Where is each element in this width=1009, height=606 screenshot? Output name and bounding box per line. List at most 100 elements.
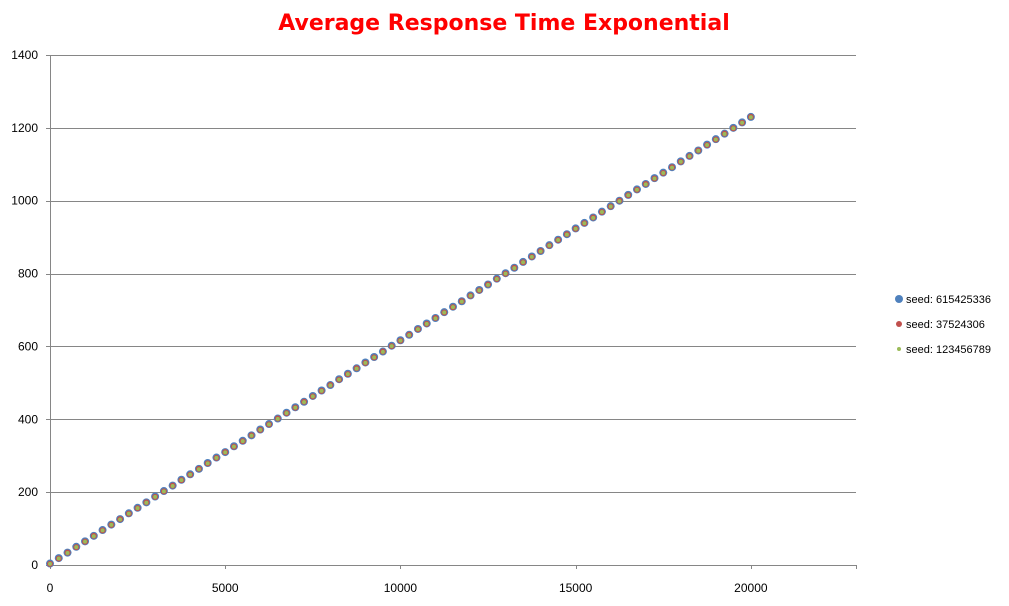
- data-point: [722, 132, 727, 137]
- data-point: [83, 539, 88, 544]
- data-point: [617, 199, 622, 204]
- legend-marker: [895, 295, 903, 303]
- data-point: [573, 226, 578, 231]
- data-point: [231, 444, 236, 449]
- legend-item: seed: 123456789: [897, 344, 991, 356]
- legend-marker: [897, 347, 901, 351]
- legend-marker: [896, 321, 902, 327]
- legend-item: seed: 37524306: [896, 319, 985, 331]
- chart-title: Average Response Time Exponential: [278, 11, 730, 36]
- data-point: [670, 165, 675, 170]
- data-point: [328, 383, 333, 388]
- data-point: [442, 310, 447, 315]
- data-point: [599, 210, 604, 215]
- x-tick-label: 10000: [384, 581, 418, 595]
- data-point: [337, 377, 342, 382]
- y-tick-label: 600: [18, 339, 38, 353]
- series-3: [48, 115, 753, 566]
- data-point: [310, 394, 315, 399]
- x-axis-tick-labels: 0 5000 10000 15000 20000: [47, 581, 768, 595]
- legend-label: seed: 37524306: [906, 319, 985, 331]
- data-point: [284, 411, 289, 416]
- data-point: [407, 333, 412, 338]
- legend-label: seed: 615425336: [906, 294, 991, 306]
- data-point: [459, 299, 464, 304]
- data-point: [468, 293, 473, 298]
- data-point: [748, 115, 753, 120]
- data-point: [634, 187, 639, 192]
- data-point: [521, 260, 526, 265]
- data-point: [652, 176, 657, 181]
- y-tick-label: 1200: [11, 121, 38, 135]
- data-point: [135, 506, 140, 511]
- x-tick-label: 15000: [559, 581, 593, 595]
- data-point: [661, 171, 666, 176]
- axes: [46, 55, 857, 569]
- data-point: [713, 137, 718, 142]
- data-point: [258, 427, 263, 432]
- data-point: [56, 556, 61, 561]
- data-point: [564, 232, 569, 237]
- data-point: [503, 271, 508, 276]
- data-point: [118, 517, 123, 522]
- data-point: [223, 450, 228, 455]
- data-point: [591, 215, 596, 220]
- data-point: [556, 238, 561, 243]
- data-point: [608, 204, 613, 209]
- data-point: [626, 193, 631, 198]
- x-tick-label: 20000: [734, 581, 768, 595]
- data-point: [363, 360, 368, 365]
- data-point: [100, 528, 105, 533]
- gridlines: [50, 55, 856, 493]
- data-point: [126, 511, 131, 516]
- data-point: [424, 321, 429, 326]
- y-tick-label: 400: [18, 412, 38, 426]
- data-point: [372, 355, 377, 360]
- data-point: [731, 126, 736, 131]
- data-point: [161, 489, 166, 494]
- data-point: [643, 182, 648, 187]
- data-point: [529, 254, 534, 259]
- data-point: [415, 327, 420, 332]
- data-point: [389, 344, 394, 349]
- data-point: [354, 366, 359, 371]
- data-point: [345, 372, 350, 377]
- y-tick-label: 1000: [11, 194, 38, 208]
- data-point: [170, 483, 175, 488]
- data-point: [74, 545, 79, 550]
- data-point: [477, 288, 482, 293]
- data-point: [398, 338, 403, 343]
- data-point: [179, 478, 184, 483]
- data-point: [48, 561, 52, 566]
- data-point: [153, 494, 158, 499]
- data-point: [433, 316, 438, 321]
- data-point: [696, 148, 701, 153]
- data-point: [188, 472, 193, 477]
- data-point: [109, 522, 114, 527]
- data-point: [267, 422, 272, 427]
- data-point: [65, 550, 70, 555]
- data-point: [687, 154, 692, 159]
- y-tick-label: 200: [18, 485, 38, 499]
- data-point: [302, 400, 307, 405]
- data-point: [319, 388, 324, 393]
- data-point: [380, 349, 385, 354]
- data-point: [538, 249, 543, 254]
- data-point: [547, 243, 552, 248]
- legend-label: seed: 123456789: [906, 344, 991, 356]
- data-point: [91, 534, 96, 539]
- legend: seed: 615425336 seed: 37524306 seed: 12345…: [895, 294, 991, 356]
- data-point: [196, 467, 201, 472]
- data-point: [740, 120, 745, 125]
- data-series: [46, 112, 755, 568]
- data-point: [144, 500, 149, 505]
- data-point: [705, 142, 710, 147]
- data-point: [249, 433, 254, 438]
- y-tick-label: 0: [31, 558, 38, 572]
- data-point: [240, 439, 245, 444]
- y-tick-label: 1400: [11, 48, 38, 62]
- data-point: [494, 277, 499, 282]
- data-point: [205, 461, 210, 466]
